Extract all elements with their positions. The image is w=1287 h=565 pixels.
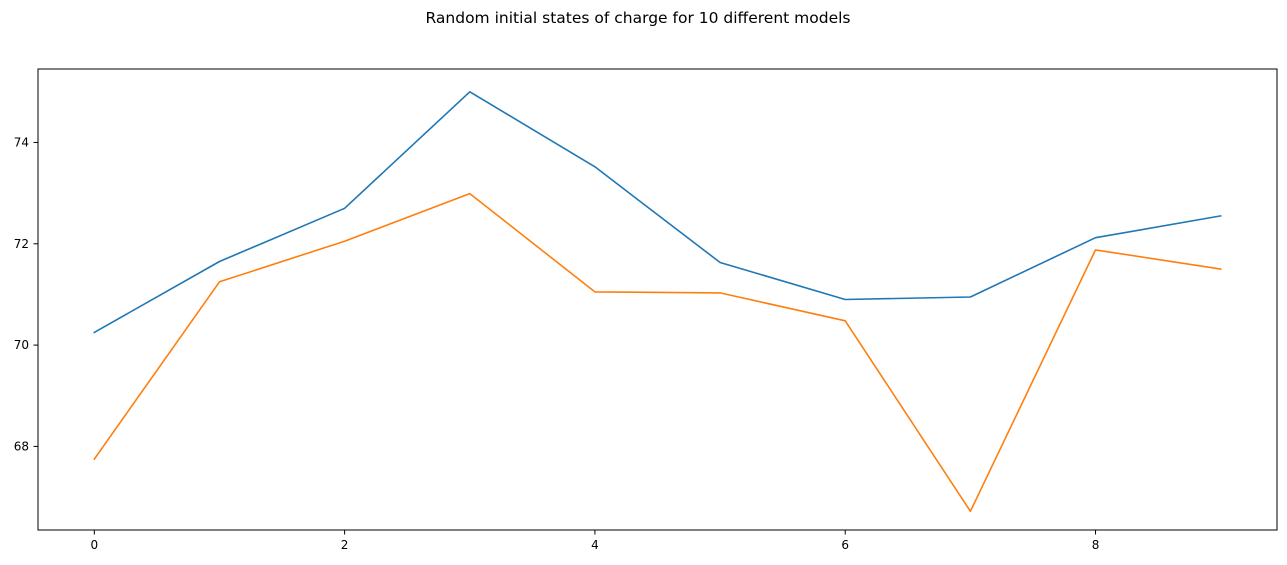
series-layer xyxy=(93,91,1222,513)
chart-title: Random initial states of charge for 10 d… xyxy=(425,9,850,27)
x-tick-label: 0 xyxy=(90,538,98,552)
x-tick-label: 8 xyxy=(1092,538,1100,552)
y-tick-label: 74 xyxy=(14,135,29,149)
x-tick-label: 6 xyxy=(841,538,849,552)
y-tick-label: 68 xyxy=(14,439,29,453)
series-line-2 xyxy=(93,192,1222,513)
y-tick-label: 72 xyxy=(14,237,29,251)
x-axis-ticks: 0 2 4 6 8 xyxy=(90,530,1099,552)
series-line-1 xyxy=(93,91,1222,334)
y-axis-ticks: 68 70 72 74 xyxy=(14,135,38,453)
x-tick-label: 4 xyxy=(591,538,599,552)
x-tick-label: 2 xyxy=(341,538,349,552)
plot-area xyxy=(37,68,1278,531)
y-tick-label: 70 xyxy=(14,338,29,352)
